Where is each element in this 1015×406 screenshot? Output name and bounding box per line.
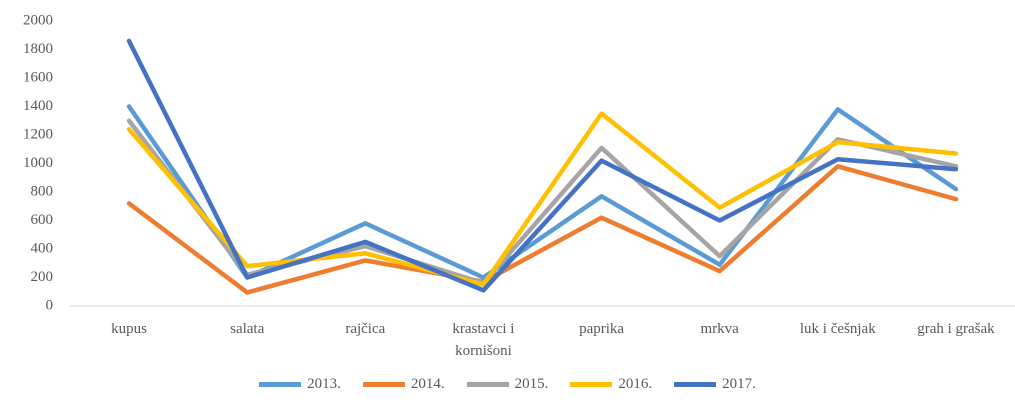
legend-item: 2017. xyxy=(674,376,756,393)
x-tick-label: grah i grašak xyxy=(917,321,995,337)
x-tick-label: luk i češnjak xyxy=(799,321,876,337)
legend-swatch xyxy=(362,382,405,387)
series-line xyxy=(126,111,959,287)
legend-item: 2014. xyxy=(362,376,445,393)
y-tick-label: 1600 xyxy=(23,69,53,85)
legend-label: 2016. xyxy=(618,376,653,392)
legend-swatch xyxy=(570,382,613,387)
y-tick-label: 0 xyxy=(46,297,54,313)
legend-swatch xyxy=(466,382,509,387)
x-tick-label: kupus xyxy=(111,321,147,337)
x-tick-label: paprika xyxy=(579,321,625,337)
legend-item: 2016. xyxy=(570,376,652,393)
legend-swatch xyxy=(259,382,302,387)
legend-swatch xyxy=(674,382,717,387)
x-tick-label: mrkva xyxy=(700,321,739,337)
x-tick-label: salata xyxy=(230,321,265,337)
legend: 2013. 2014. 2015. 2016. 2017. xyxy=(0,376,1015,393)
y-tick-label: 400 xyxy=(31,240,54,256)
y-tick-label: 600 xyxy=(31,212,54,228)
legend-label: 2015. xyxy=(514,376,549,392)
series-line xyxy=(126,38,959,293)
y-tick-label: 800 xyxy=(31,183,54,199)
legend-label: 2017. xyxy=(722,376,756,392)
y-tick-label: 1200 xyxy=(23,126,53,142)
x-tick-label: rajčica xyxy=(345,321,386,337)
x-tick-label: krastavci i kornišoni xyxy=(452,321,515,359)
legend-item: 2013. xyxy=(259,376,341,393)
legend-label: 2014. xyxy=(410,376,445,392)
series-line xyxy=(126,164,959,295)
y-tick-label: 1400 xyxy=(23,98,53,114)
y-tick-label: 1000 xyxy=(23,155,53,171)
y-tick-label: 200 xyxy=(31,269,54,285)
y-tick-label: 1800 xyxy=(23,41,53,57)
legend-label: 2013. xyxy=(307,376,341,392)
legend-item: 2015. xyxy=(466,376,549,393)
y-tick-label: 2000 xyxy=(23,12,53,28)
